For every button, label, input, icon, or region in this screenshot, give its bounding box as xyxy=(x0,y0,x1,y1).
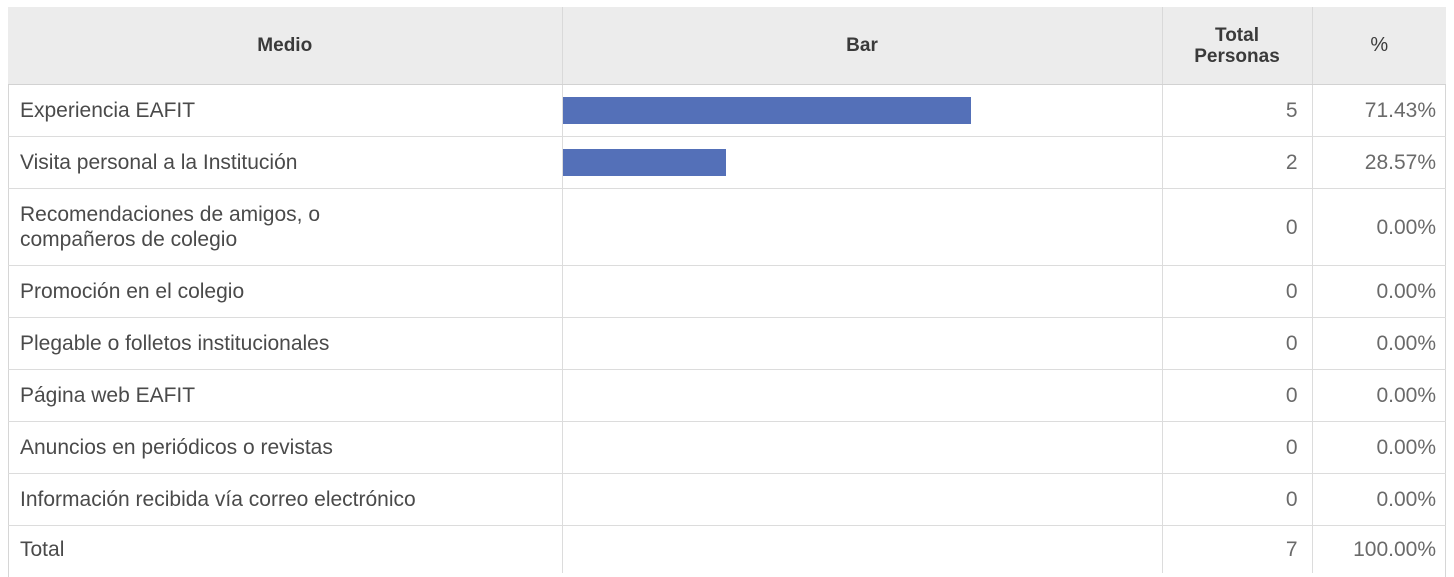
header-row: Medio Bar Total Personas % xyxy=(8,7,1446,85)
bar-cell xyxy=(562,188,1163,266)
table-row: Visita personal a la Institución 2 28.57… xyxy=(8,136,1446,189)
row-count: 0 xyxy=(1162,421,1313,474)
table-row: Promoción en el colegio 0 0.00% xyxy=(8,265,1446,318)
bar-cell xyxy=(562,369,1163,422)
header-total-line2: Personas xyxy=(1194,45,1280,67)
total-percent: 100.00% xyxy=(1353,538,1436,561)
bar-cell xyxy=(562,317,1163,370)
row-percent: 0.00% xyxy=(1312,369,1446,422)
row-count: 0 xyxy=(1162,188,1313,266)
row-count: 5 xyxy=(1162,84,1313,137)
row-count: 2 xyxy=(1162,136,1313,189)
bar-cell xyxy=(562,421,1163,474)
header-medio: Medio xyxy=(8,7,563,85)
row-percent: 0.00% xyxy=(1312,317,1446,370)
row-label: Información recibida vía correo electrón… xyxy=(8,473,563,526)
row-percent: 0.00% xyxy=(1312,473,1446,526)
bar-cell xyxy=(562,136,1163,189)
table-row: Plegable o folletos institucionales 0 0.… xyxy=(8,317,1446,370)
table-row: Recomendaciones de amigos, o compañeros … xyxy=(8,188,1446,266)
row-label: Página web EAFIT xyxy=(8,369,563,422)
bar-cell xyxy=(562,473,1163,526)
row-label-line2: compañeros de colegio xyxy=(20,228,238,251)
bar-cell xyxy=(562,265,1163,318)
total-count: 7 xyxy=(1162,525,1313,573)
row-percent: 0.00% xyxy=(1312,188,1446,266)
table-row: Experiencia EAFIT 5 71.43% xyxy=(8,84,1446,137)
row-label: Recomendaciones de amigos, o compañeros … xyxy=(8,188,563,266)
bar-cell xyxy=(562,84,1163,137)
row-count: 0 xyxy=(1162,317,1313,370)
table-row: Página web EAFIT 0 0.00% xyxy=(8,369,1446,422)
total-label: Total xyxy=(8,525,563,573)
row-percent: 28.57% xyxy=(1312,136,1446,189)
results-table: Medio Bar Total Personas % Experiencia E… xyxy=(8,7,1446,573)
row-percent: 71.43% xyxy=(1312,84,1446,137)
row-percent: 0.00% xyxy=(1312,421,1446,474)
row-label: Experiencia EAFIT xyxy=(8,84,563,137)
row-label: Visita personal a la Institución xyxy=(8,136,563,189)
row-percent: 0.00% xyxy=(1312,265,1446,318)
row-label: Anuncios en periódicos o revistas xyxy=(8,421,563,474)
table-row: Anuncios en periódicos o revistas 0 0.00… xyxy=(8,421,1446,474)
table-row: Información recibida vía correo electrón… xyxy=(8,473,1446,526)
bar-cell-empty xyxy=(562,525,1163,573)
bar-mark xyxy=(562,96,971,124)
row-label: Promoción en el colegio xyxy=(8,265,563,318)
total-row: Total 7 100.00% xyxy=(8,525,1446,573)
header-total-line1: Total xyxy=(1215,24,1259,46)
row-count: 0 xyxy=(1162,265,1313,318)
bar-mark xyxy=(562,148,726,176)
row-count: 0 xyxy=(1162,369,1313,422)
row-label: Plegable o folletos institucionales xyxy=(8,317,563,370)
header-bar: Bar xyxy=(562,7,1163,85)
header-percent: % xyxy=(1312,7,1446,85)
row-label-line1: Recomendaciones de amigos, o xyxy=(20,203,321,226)
header-total-personas: Total Personas xyxy=(1162,7,1313,85)
row-count: 0 xyxy=(1162,473,1313,526)
